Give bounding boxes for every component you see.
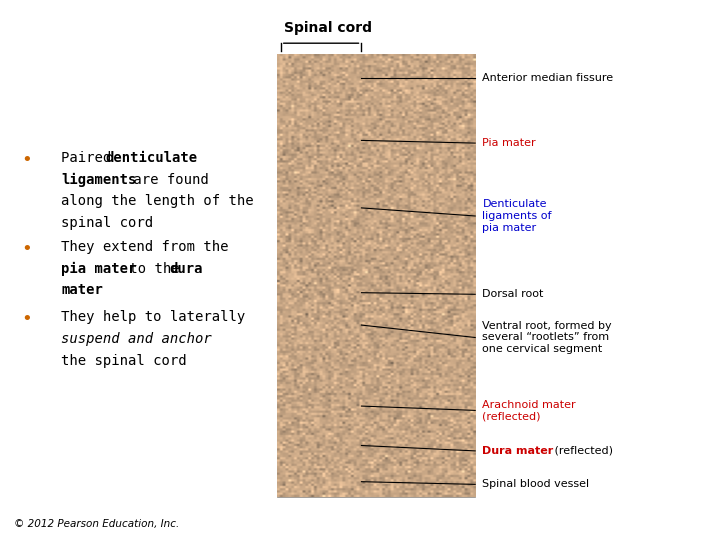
Text: mater: mater: [61, 284, 103, 298]
Text: Dura mater: Dura mater: [482, 446, 554, 456]
Text: They extend from the: They extend from the: [61, 240, 229, 254]
Text: to the: to the: [121, 262, 188, 276]
Text: Pia mater: Pia mater: [482, 138, 536, 148]
Text: denticulate: denticulate: [106, 151, 198, 165]
Text: dura: dura: [169, 262, 203, 276]
Text: •: •: [22, 151, 32, 169]
Text: •: •: [22, 310, 32, 328]
Text: ligaments: ligaments: [61, 173, 137, 187]
Text: Spinal blood vessel: Spinal blood vessel: [482, 480, 590, 489]
Text: Ventral root, formed by
several “rootlets” from
one cervical segment: Ventral root, formed by several “rootlet…: [482, 321, 612, 354]
Text: Denticulate
ligaments of
pia mater: Denticulate ligaments of pia mater: [482, 199, 552, 233]
Text: the spinal cord: the spinal cord: [61, 354, 186, 368]
Text: are found: are found: [125, 173, 208, 187]
Text: along the length of the: along the length of the: [61, 194, 254, 208]
Text: © 2012 Pearson Education, Inc.: © 2012 Pearson Education, Inc.: [14, 519, 180, 529]
Text: •: •: [22, 240, 32, 258]
Text: Paired: Paired: [61, 151, 120, 165]
FancyBboxPatch shape: [277, 54, 475, 497]
Text: pia mater: pia mater: [61, 262, 137, 276]
Text: Arachnoid mater
(reflected): Arachnoid mater (reflected): [482, 400, 576, 421]
Text: (reflected): (reflected): [551, 446, 613, 456]
Text: Anterior median fissure: Anterior median fissure: [482, 73, 613, 83]
Text: Dorsal root: Dorsal root: [482, 289, 544, 299]
Text: spinal cord: spinal cord: [61, 216, 153, 230]
Text: Spinal cord: Spinal cord: [284, 21, 372, 35]
Text: suspend and anchor: suspend and anchor: [61, 332, 212, 346]
Text: They help to laterally: They help to laterally: [61, 310, 246, 325]
